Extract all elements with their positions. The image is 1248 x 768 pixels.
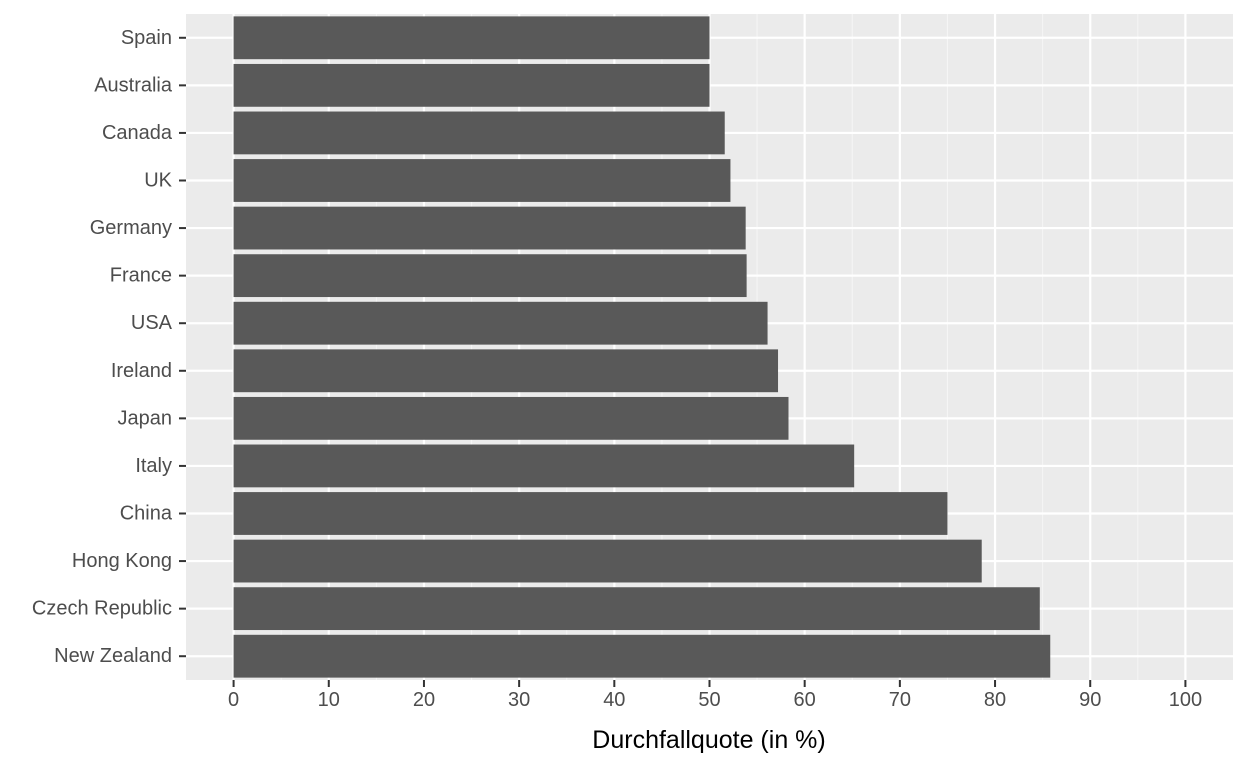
bars — [233, 16, 1051, 678]
x-tick-label: 70 — [889, 689, 911, 711]
y-tick-label: UK — [144, 170, 172, 192]
y-tick-label: Canada — [102, 122, 173, 144]
bar-usa — [233, 301, 768, 345]
x-tick-label: 40 — [603, 689, 625, 711]
y-tick-label: Hong Kong — [72, 550, 172, 572]
bar-hong-kong — [233, 539, 982, 583]
bar-china — [233, 492, 948, 535]
bar-ireland — [233, 349, 779, 393]
y-tick-label: USA — [131, 312, 173, 334]
bar-spain — [233, 16, 710, 60]
x-tick-label: 80 — [984, 689, 1006, 711]
x-axis: 0 10 20 30 40 50 60 70 80 90 100 — [228, 680, 1202, 711]
x-tick-label: 30 — [508, 689, 530, 711]
y-tick-label: Spain — [121, 27, 172, 49]
x-tick-label: 90 — [1079, 689, 1101, 711]
y-tick-label: Italy — [135, 455, 172, 477]
bar-canada — [233, 111, 725, 155]
x-tick-label: 10 — [318, 689, 340, 711]
y-tick-label: Australia — [94, 74, 173, 96]
y-tick-label: Ireland — [111, 360, 172, 382]
x-tick-label: 50 — [698, 689, 720, 711]
y-axis: Spain Australia Canada UK Germany France USA Ir… — [32, 27, 186, 667]
y-tick-label: France — [110, 265, 172, 287]
bar-uk — [233, 159, 731, 202]
bar-australia — [233, 63, 710, 107]
x-tick-label: 60 — [794, 689, 816, 711]
y-tick-label: China — [120, 503, 173, 525]
bar-japan — [233, 396, 789, 440]
x-tick-label: 0 — [228, 689, 239, 711]
bar-germany — [233, 206, 746, 250]
y-tick-label: Czech Republic — [32, 598, 172, 620]
y-tick-label: Japan — [118, 407, 173, 429]
y-tick-label: New Zealand — [54, 645, 172, 667]
x-tick-label: 100 — [1169, 689, 1202, 711]
x-axis-title: Durchfallquote (in %) — [592, 726, 825, 754]
bar-czech-republic — [233, 587, 1040, 631]
x-tick-label: 20 — [413, 689, 435, 711]
bar-italy — [233, 444, 855, 488]
bar-new-zealand — [233, 634, 1051, 678]
y-tick-label: Germany — [90, 217, 172, 239]
bar-france — [233, 254, 747, 298]
